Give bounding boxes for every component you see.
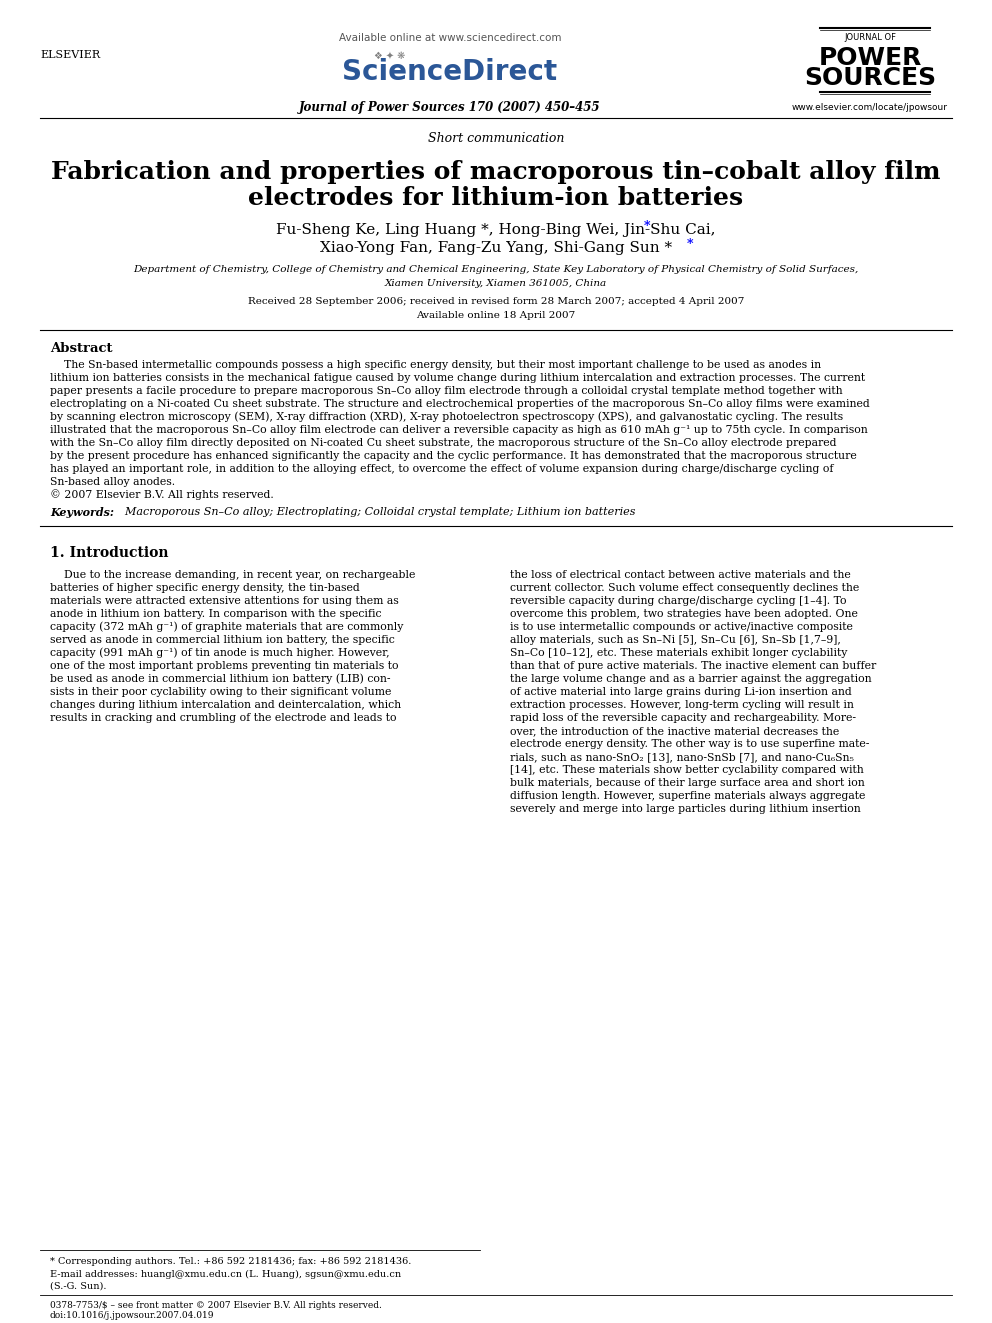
Text: Due to the increase demanding, in recent year, on rechargeable: Due to the increase demanding, in recent… [50, 570, 416, 579]
Text: Fu-Sheng Ke, Ling Huang *, Hong-Bing Wei, Jin-Shu Cai,: Fu-Sheng Ke, Ling Huang *, Hong-Bing Wei… [276, 224, 716, 237]
Text: ELSEVIER: ELSEVIER [40, 50, 100, 60]
Text: batteries of higher specific energy density, the tin-based: batteries of higher specific energy dens… [50, 583, 360, 593]
Text: doi:10.1016/j.jpowsour.2007.04.019: doi:10.1016/j.jpowsour.2007.04.019 [50, 1311, 214, 1320]
Text: Keywords:: Keywords: [50, 507, 114, 517]
Text: than that of pure active materials. The inactive element can buffer: than that of pure active materials. The … [510, 662, 876, 671]
Text: *: * [686, 238, 693, 250]
Text: Macroporous Sn–Co alloy; Electroplating; Colloidal crystal template; Lithium ion: Macroporous Sn–Co alloy; Electroplating;… [118, 507, 636, 517]
Text: 0378-7753/$ – see front matter © 2007 Elsevier B.V. All rights reserved.: 0378-7753/$ – see front matter © 2007 El… [50, 1301, 382, 1310]
Text: [14], etc. These materials show better cyclability compared with: [14], etc. These materials show better c… [510, 765, 864, 775]
Text: rapid loss of the reversible capacity and rechargeability. More-: rapid loss of the reversible capacity an… [510, 713, 856, 722]
Text: JOURNAL OF: JOURNAL OF [844, 33, 896, 42]
Text: ❖ ✦ ❋: ❖ ✦ ❋ [374, 52, 406, 62]
Text: * Corresponding authors. Tel.: +86 592 2181436; fax: +86 592 2181436.: * Corresponding authors. Tel.: +86 592 2… [50, 1257, 412, 1266]
Text: © 2007 Elsevier B.V. All rights reserved.: © 2007 Elsevier B.V. All rights reserved… [50, 490, 274, 500]
Text: illustrated that the macroporous Sn–Co alloy film electrode can deliver a revers: illustrated that the macroporous Sn–Co a… [50, 425, 868, 435]
Text: extraction processes. However, long-term cycling will result in: extraction processes. However, long-term… [510, 700, 854, 710]
Text: Department of Chemistry, College of Chemistry and Chemical Engineering, State Ke: Department of Chemistry, College of Chem… [133, 266, 859, 274]
Text: lithium ion batteries consists in the mechanical fatigue caused by volume change: lithium ion batteries consists in the me… [50, 373, 865, 382]
Text: Received 28 September 2006; received in revised form 28 March 2007; accepted 4 A: Received 28 September 2006; received in … [248, 298, 744, 307]
Text: Abstract: Abstract [50, 341, 112, 355]
Text: Short communication: Short communication [428, 131, 564, 144]
Text: www.elsevier.com/locate/jpowsour: www.elsevier.com/locate/jpowsour [792, 103, 948, 112]
Text: anode in lithium ion battery. In comparison with the specific: anode in lithium ion battery. In compari… [50, 609, 382, 619]
Text: ScienceDirect: ScienceDirect [342, 58, 558, 86]
Text: by scanning electron microscopy (SEM), X-ray diffraction (XRD), X-ray photoelect: by scanning electron microscopy (SEM), X… [50, 411, 843, 422]
Text: with the Sn–Co alloy film directly deposited on Ni-coated Cu sheet substrate, th: with the Sn–Co alloy film directly depos… [50, 438, 836, 448]
Text: Journal of Power Sources 170 (2007) 450–455: Journal of Power Sources 170 (2007) 450–… [300, 102, 601, 115]
Text: served as anode in commercial lithium ion battery, the specific: served as anode in commercial lithium io… [50, 635, 395, 646]
Text: materials were attracted extensive attentions for using them as: materials were attracted extensive atten… [50, 595, 399, 606]
Text: (S.-G. Sun).: (S.-G. Sun). [50, 1282, 106, 1290]
Text: sists in their poor cyclability owing to their significant volume: sists in their poor cyclability owing to… [50, 687, 392, 697]
Text: The Sn-based intermetallic compounds possess a high specific energy density, but: The Sn-based intermetallic compounds pos… [50, 360, 821, 370]
Text: Xiamen University, Xiamen 361005, China: Xiamen University, Xiamen 361005, China [385, 279, 607, 287]
Text: be used as anode in commercial lithium ion battery (LIB) con-: be used as anode in commercial lithium i… [50, 673, 391, 684]
Text: capacity (991 mAh g⁻¹) of tin anode is much higher. However,: capacity (991 mAh g⁻¹) of tin anode is m… [50, 648, 390, 659]
Text: the large volume change and as a barrier against the aggregation: the large volume change and as a barrier… [510, 673, 872, 684]
Text: paper presents a facile procedure to prepare macroporous Sn–Co alloy film electr: paper presents a facile procedure to pre… [50, 386, 842, 396]
Text: Fabrication and properties of macroporous tin–cobalt alloy film: Fabrication and properties of macroporou… [52, 160, 940, 184]
Text: Available online 18 April 2007: Available online 18 April 2007 [417, 311, 575, 319]
Text: Sn–Co [10–12], etc. These materials exhibit longer cyclability: Sn–Co [10–12], etc. These materials exhi… [510, 648, 847, 658]
Text: electrode energy density. The other way is to use superfine mate-: electrode energy density. The other way … [510, 740, 869, 749]
Text: electrodes for lithium-ion batteries: electrodes for lithium-ion batteries [248, 187, 744, 210]
Text: results in cracking and crumbling of the electrode and leads to: results in cracking and crumbling of the… [50, 713, 397, 722]
Text: Sn-based alloy anodes.: Sn-based alloy anodes. [50, 478, 176, 487]
Text: reversible capacity during charge/discharge cycling [1–4]. To: reversible capacity during charge/discha… [510, 595, 846, 606]
Text: over, the introduction of the inactive material decreases the: over, the introduction of the inactive m… [510, 726, 839, 736]
Text: is to use intermetallic compounds or active/inactive composite: is to use intermetallic compounds or act… [510, 622, 853, 632]
Text: current collector. Such volume effect consequently declines the: current collector. Such volume effect co… [510, 583, 859, 593]
Text: rials, such as nano-SnO₂ [13], nano-SnSb [7], and nano-Cu₆Sn₅: rials, such as nano-SnO₂ [13], nano-SnSb… [510, 751, 854, 762]
Text: alloy materials, such as Sn–Ni [5], Sn–Cu [6], Sn–Sb [1,7–9],: alloy materials, such as Sn–Ni [5], Sn–C… [510, 635, 841, 646]
Text: diffusion length. However, superfine materials always aggregate: diffusion length. However, superfine mat… [510, 791, 865, 800]
Text: SOURCES: SOURCES [804, 66, 936, 90]
Text: by the present procedure has enhanced significantly the capacity and the cyclic : by the present procedure has enhanced si… [50, 451, 857, 460]
Text: bulk materials, because of their large surface area and short ion: bulk materials, because of their large s… [510, 778, 865, 789]
Text: Xiao-Yong Fan, Fang-Zu Yang, Shi-Gang Sun *: Xiao-Yong Fan, Fang-Zu Yang, Shi-Gang Su… [320, 241, 672, 255]
Text: of active material into large grains during Li-ion insertion and: of active material into large grains dur… [510, 687, 852, 697]
Text: capacity (372 mAh g⁻¹) of graphite materials that are commonly: capacity (372 mAh g⁻¹) of graphite mater… [50, 622, 404, 632]
Text: severely and merge into large particles during lithium insertion: severely and merge into large particles … [510, 804, 861, 814]
Text: *: * [644, 220, 650, 233]
Text: electroplating on a Ni-coated Cu sheet substrate. The structure and electrochemi: electroplating on a Ni-coated Cu sheet s… [50, 400, 870, 409]
Text: 1. Introduction: 1. Introduction [50, 546, 169, 560]
Text: overcome this problem, two strategies have been adopted. One: overcome this problem, two strategies ha… [510, 609, 858, 619]
Text: Available online at www.sciencedirect.com: Available online at www.sciencedirect.co… [338, 33, 561, 44]
Text: changes during lithium intercalation and deintercalation, which: changes during lithium intercalation and… [50, 700, 401, 710]
Text: E-mail addresses: huangl@xmu.edu.cn (L. Huang), sgsun@xmu.edu.cn: E-mail addresses: huangl@xmu.edu.cn (L. … [50, 1270, 401, 1278]
Text: one of the most important problems preventing tin materials to: one of the most important problems preve… [50, 662, 399, 671]
Text: the loss of electrical contact between active materials and the: the loss of electrical contact between a… [510, 570, 851, 579]
Text: has played an important role, in addition to the alloying effect, to overcome th: has played an important role, in additio… [50, 464, 833, 474]
Text: POWER: POWER [818, 46, 922, 70]
